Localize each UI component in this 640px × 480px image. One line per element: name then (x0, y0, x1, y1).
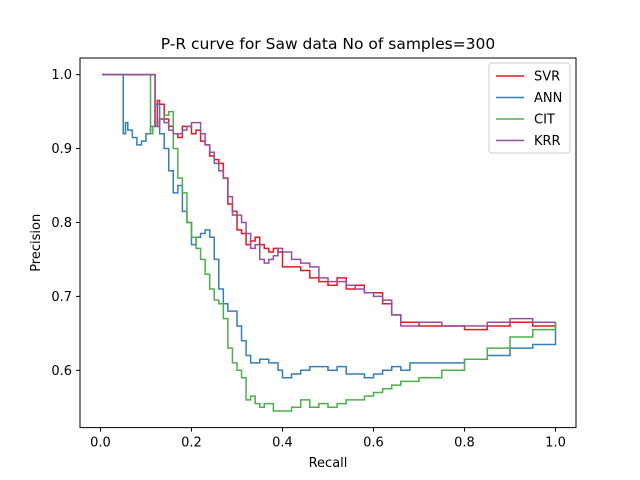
legend-label-krr: KRR (534, 134, 561, 149)
legend-label-cit: CIT (534, 113, 555, 128)
x-tick-label: 0.8 (454, 436, 475, 451)
x-tick-label: 0.0 (90, 436, 111, 451)
x-tick-label: 0.6 (363, 436, 384, 451)
plot-frame (79, 57, 577, 429)
series-layer (101, 73, 557, 412)
x-tick-label: 1.0 (545, 436, 566, 451)
series-line-svr (101, 73, 557, 331)
legend-label-svr: SVR (534, 70, 560, 85)
x-axis: 0.0 0.2 0.4 0.6 0.8 1.0 (90, 427, 566, 451)
y-axis: 0.6 0.7 0.8 0.9 1.0 (51, 68, 80, 379)
y-tick-label: 0.7 (51, 290, 72, 305)
series-line-cit (101, 73, 557, 412)
chart-title: P-R curve for Saw data No of samples=300 (161, 35, 496, 53)
y-axis-title: Precision (29, 214, 44, 272)
y-tick-label: 0.6 (51, 364, 72, 379)
x-axis-title: Recall (309, 456, 348, 471)
y-tick-label: 0.9 (51, 142, 72, 157)
y-tick-label: 0.8 (51, 216, 72, 231)
legend-label-ann: ANN (534, 91, 562, 106)
legend: SVR ANN CIT KRR (488, 62, 571, 154)
legend-box (488, 62, 571, 154)
series-line-krr (101, 73, 556, 327)
y-tick-label: 1.0 (51, 68, 72, 83)
x-tick-label: 0.4 (272, 436, 293, 451)
x-tick-label: 0.2 (181, 436, 202, 451)
